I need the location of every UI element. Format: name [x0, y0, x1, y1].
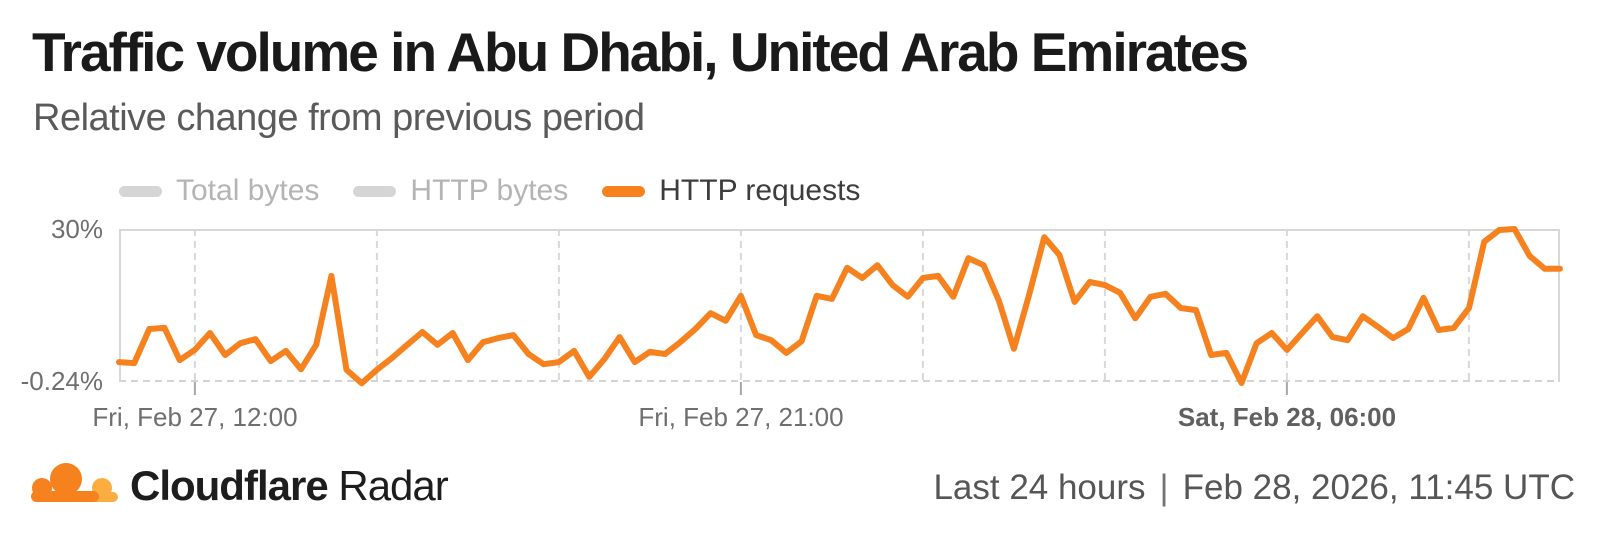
http-bytes-swatch-icon [353, 185, 397, 197]
x-tick-label-fri-12: Fri, Feb 27, 12:00 [92, 402, 298, 432]
cloudflare-radar-link[interactable]: Cloudflare Radar [130, 462, 449, 510]
y-axis-min-label: -0.24% [20, 366, 103, 396]
chart-canvas[interactable] [116, 226, 1563, 399]
page-subtitle: Relative change from previous period [33, 97, 645, 139]
chart-legend: Total bytes HTTP bytes HTTP requests [119, 172, 860, 210]
brand-cloudflare: Cloudflare [130, 462, 329, 509]
page-title: Traffic volume in Abu Dhabi, United Arab… [32, 21, 1249, 83]
separator: | [1159, 468, 1169, 507]
http-requests-swatch-icon [602, 185, 646, 197]
timeframe-label: Last 24 hours [933, 468, 1146, 507]
brand-radar: Radar [338, 462, 448, 509]
y-axis-max-label: 30% [50, 214, 103, 244]
legend-item-http-requests[interactable]: HTTP requests [602, 174, 860, 208]
report-meta: Last 24 hours | Feb 28, 2026, 11:45 UTC [933, 468, 1575, 508]
legend-item-http-bytes[interactable]: HTTP bytes [353, 174, 568, 208]
legend-label-http-requests: HTTP requests [659, 174, 861, 207]
x-tick-label-fri-21: Fri, Feb 27, 21:00 [638, 402, 844, 432]
legend-label-http-bytes: HTTP bytes [410, 174, 569, 207]
timestamp: Feb 28, 2026, 11:45 UTC [1182, 468, 1575, 507]
legend-label-total-bytes: Total bytes [176, 174, 320, 207]
x-tick-label-sat-06: Sat, Feb 28, 06:00 [1177, 402, 1397, 432]
cloudflare-logo-icon [31, 463, 118, 502]
total-bytes-swatch-icon [119, 185, 162, 197]
legend-item-total-bytes[interactable]: Total bytes [119, 174, 319, 208]
